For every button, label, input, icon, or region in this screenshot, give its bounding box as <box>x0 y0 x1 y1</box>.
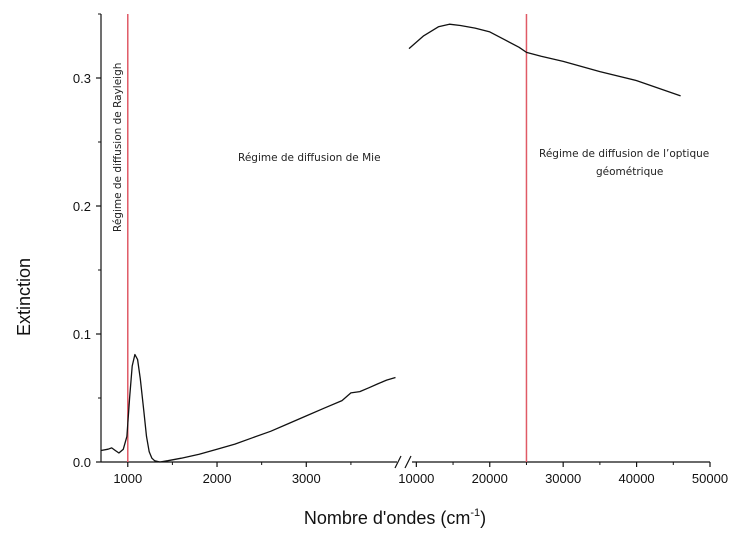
x-tick-label: 30000 <box>545 471 581 486</box>
geometric-annotation-line2: géométrique <box>596 166 663 178</box>
geometric-annotation-line1: Régime de diffusion de l’optique <box>539 148 709 160</box>
tick-layer: 0.0 0.1 0.2 0.3 1000 2000 3000 10000 20000 30000 4… <box>73 13 728 486</box>
y-tick-label: 0.2 <box>73 199 91 214</box>
regime-marker-layer <box>127 14 528 462</box>
axis-break-mark <box>404 455 412 469</box>
x-axis-title: Nombre d'ondes (cm-1) <box>304 507 486 528</box>
y-tick-label: 0.3 <box>73 71 91 86</box>
x-tick-label: 2000 <box>203 471 232 486</box>
x-tick-label: 20000 <box>472 471 508 486</box>
x-tick-label: 10000 <box>398 471 434 486</box>
extinction-line-left <box>100 353 396 463</box>
axes-layer <box>100 14 710 469</box>
x-axis-title-close: ) <box>480 508 486 528</box>
x-tick-label: 1000 <box>113 471 142 486</box>
y-tick-label: 0.1 <box>73 327 91 342</box>
rayleigh-annotation: Régime de diffusion de Rayleigh <box>112 63 124 232</box>
y-tick-label: 0.0 <box>73 455 91 470</box>
y-axis-title: Extinction <box>14 258 34 336</box>
series-layer <box>100 23 681 463</box>
x-axis-title-superscript: -1 <box>470 507 480 519</box>
x-tick-label: 50000 <box>692 471 728 486</box>
x-tick-label: 40000 <box>619 471 655 486</box>
mie-annotation: Régime de diffusion de Mie <box>238 152 381 164</box>
axis-break-mark <box>394 455 402 469</box>
extinction-line-right <box>408 23 681 97</box>
x-tick-label: 3000 <box>292 471 321 486</box>
x-axis-title-main: Nombre d'ondes (cm <box>304 508 471 528</box>
